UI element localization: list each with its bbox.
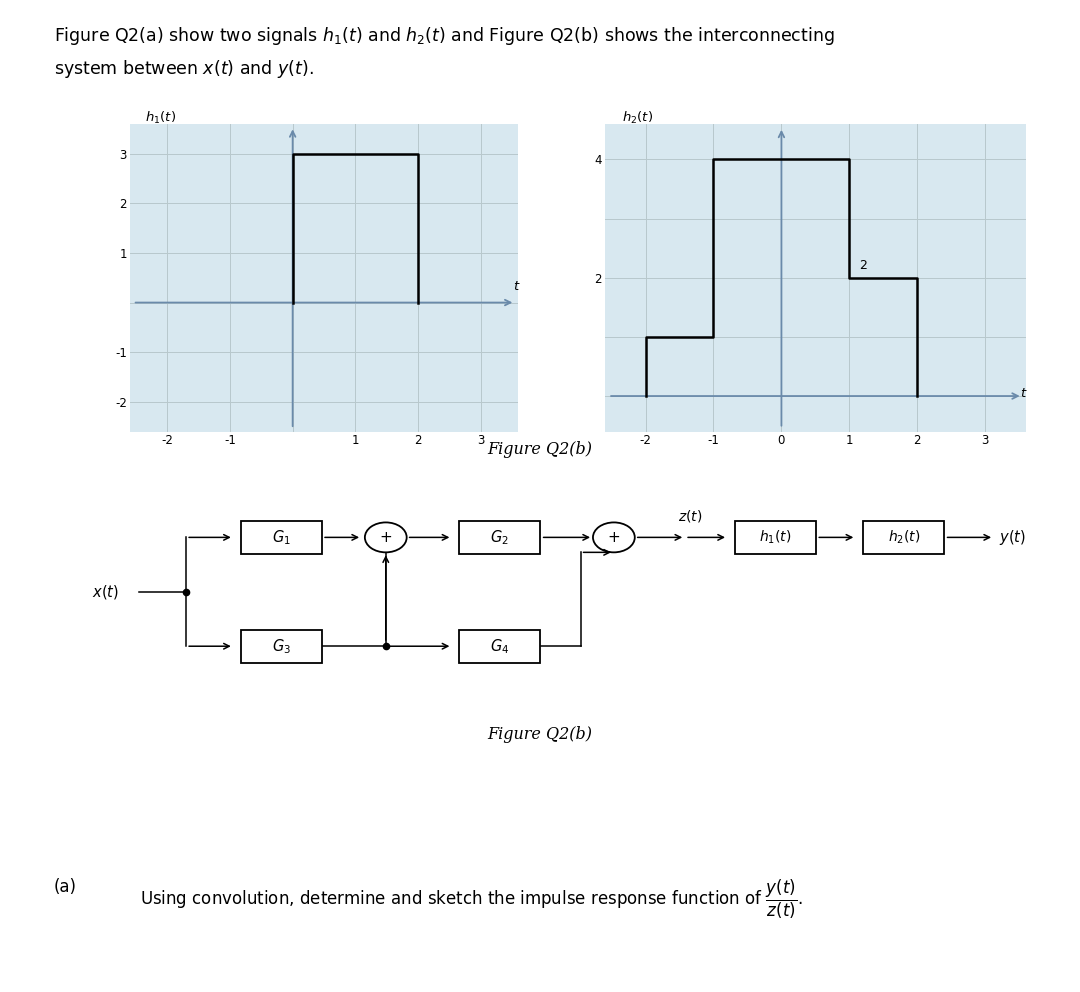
Bar — [459, 630, 540, 663]
Text: $h_2(t)$: $h_2(t)$ — [888, 529, 920, 546]
Text: $G_3$: $G_3$ — [272, 637, 291, 656]
Text: $G_2$: $G_2$ — [490, 528, 509, 547]
Bar — [459, 521, 540, 554]
Bar — [863, 521, 944, 554]
Text: system between $x(t)$ and $y(t)$.: system between $x(t)$ and $y(t)$. — [54, 58, 313, 79]
Text: $t$: $t$ — [1020, 387, 1027, 400]
Text: Figure Q2(a) show two signals $h_1(t)$ and $h_2(t)$ and Figure Q2(b) shows the i: Figure Q2(a) show two signals $h_1(t)$ a… — [54, 25, 835, 47]
Text: Using convolution, determine and sketch the impulse response function of $\dfrac: Using convolution, determine and sketch … — [140, 878, 804, 922]
Text: 2: 2 — [860, 259, 867, 272]
Text: $h_1(t)$: $h_1(t)$ — [145, 109, 176, 126]
Text: $t$: $t$ — [513, 281, 521, 294]
Bar — [241, 521, 322, 554]
Text: $G_4$: $G_4$ — [490, 637, 510, 656]
Text: +: + — [379, 530, 392, 545]
Text: $h_2(t)$: $h_2(t)$ — [622, 109, 652, 126]
Text: $G_1$: $G_1$ — [272, 528, 291, 547]
Text: $h_1(t)$: $h_1(t)$ — [759, 529, 792, 546]
Text: $y(t)$: $y(t)$ — [999, 528, 1026, 547]
Text: Figure Q2(b): Figure Q2(b) — [487, 726, 593, 743]
Text: Figure Q2(b): Figure Q2(b) — [487, 441, 593, 458]
Text: (a): (a) — [54, 878, 77, 896]
Text: $x(t)$: $x(t)$ — [92, 582, 119, 601]
Bar — [241, 630, 322, 663]
Bar — [735, 521, 815, 554]
Text: $z(t)$: $z(t)$ — [678, 508, 702, 524]
Circle shape — [593, 523, 635, 553]
Circle shape — [365, 523, 407, 553]
Text: +: + — [607, 530, 620, 545]
